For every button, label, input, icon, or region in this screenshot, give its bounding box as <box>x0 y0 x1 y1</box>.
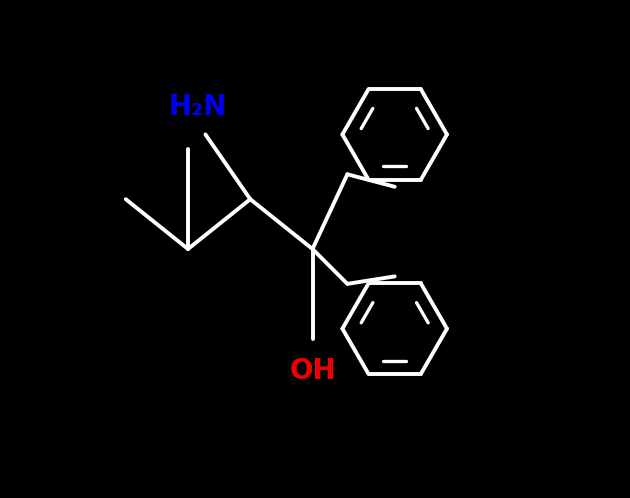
Text: OH: OH <box>289 357 336 385</box>
Text: H₂N: H₂N <box>169 93 227 121</box>
